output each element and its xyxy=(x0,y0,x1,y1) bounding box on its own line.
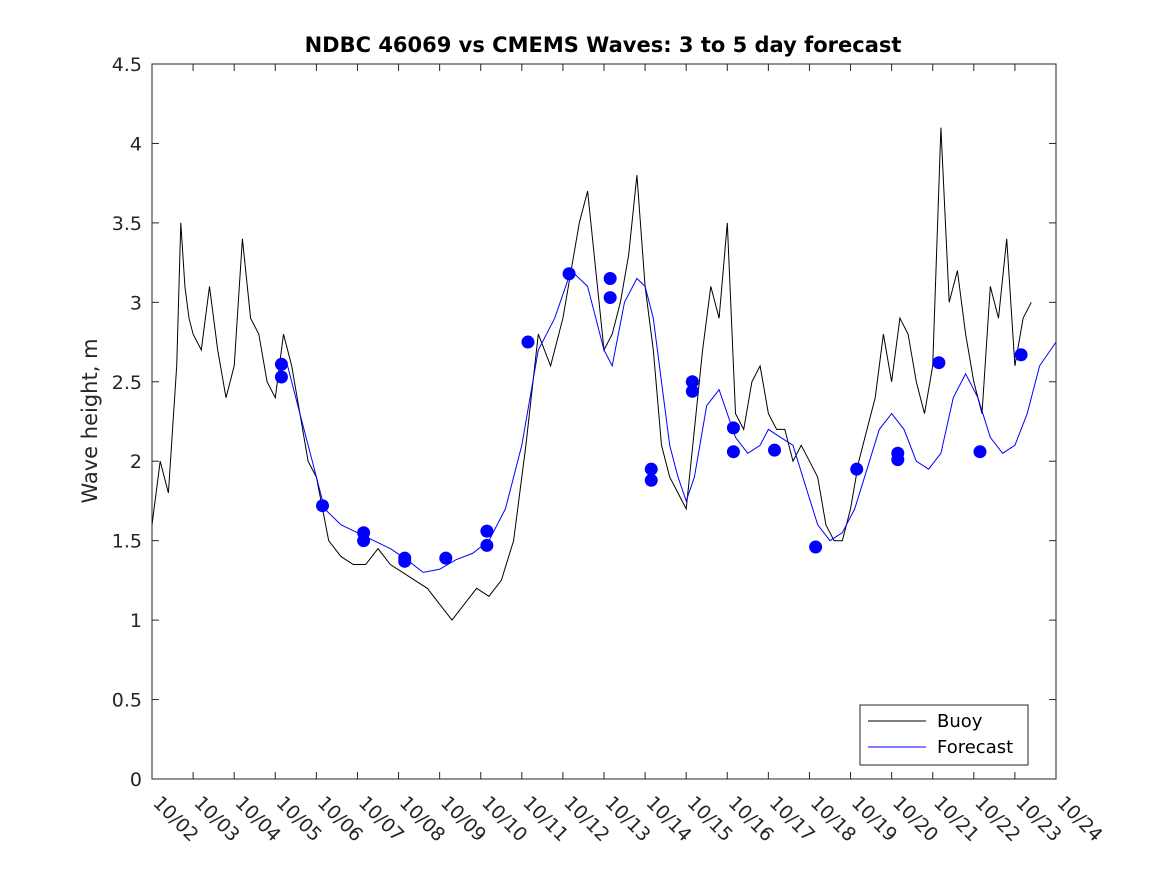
legend: Buoy Forecast xyxy=(859,704,1029,766)
legend-forecast-label: Forecast xyxy=(937,737,1013,758)
forecast-marker xyxy=(644,462,658,476)
x-tick-label: 10/20 xyxy=(888,792,942,846)
x-tick-label: 10/03 xyxy=(190,792,244,846)
x-tick-label: 10/02 xyxy=(148,792,202,846)
x-tick-label: 10/06 xyxy=(313,792,367,846)
forecast-marker xyxy=(1014,348,1028,362)
x-tick-label: 10/15 xyxy=(683,792,737,846)
x-tick-label: 10/05 xyxy=(272,792,326,846)
x-tick-label: 10/21 xyxy=(929,792,983,846)
x-tick-label: 10/11 xyxy=(518,792,572,846)
x-tick-label: 10/18 xyxy=(806,792,860,846)
x-tick-label: 10/09 xyxy=(436,792,490,846)
y-tick-label: 2 xyxy=(130,451,142,473)
legend-buoy-label: Buoy xyxy=(937,711,983,732)
forecast-marker xyxy=(685,384,699,398)
x-tick-label: 10/17 xyxy=(765,792,819,846)
x-tick-label: 10/16 xyxy=(724,792,778,846)
x-tick-label: 10/10 xyxy=(477,792,531,846)
forecast-marker xyxy=(932,356,946,370)
forecast-marker xyxy=(521,335,535,349)
forecast-marker xyxy=(274,370,288,384)
x-tick-label: 10/24 xyxy=(1052,792,1106,846)
plot-area xyxy=(151,63,1057,780)
forecast-marker xyxy=(726,421,740,435)
x-tick-label: 10/23 xyxy=(1011,792,1065,846)
x-tick-label: 10/08 xyxy=(395,792,449,846)
forecast-marker xyxy=(768,443,782,457)
y-tick-label: 1 xyxy=(130,610,142,632)
forecast-marker xyxy=(316,499,330,513)
y-tick-label: 2.5 xyxy=(112,372,142,394)
forecast-marker xyxy=(685,375,699,389)
y-tick-label: 4.5 xyxy=(112,54,142,76)
series-line-buoy xyxy=(151,127,1032,621)
x-tick-label: 10/22 xyxy=(970,792,1024,846)
y-tick-label: 1.5 xyxy=(112,531,142,553)
forecast-marker xyxy=(809,540,823,554)
legend-box xyxy=(859,704,1029,766)
x-tick-label: 10/13 xyxy=(600,792,654,846)
y-tick-label: 3.5 xyxy=(112,213,142,235)
y-tick-label: 3 xyxy=(130,292,142,314)
y-axis-label: Wave height, m xyxy=(78,338,102,503)
forecast-marker xyxy=(603,291,617,305)
forecast-marker xyxy=(891,453,905,467)
x-tick-label: 10/07 xyxy=(354,792,408,846)
forecast-marker xyxy=(439,551,453,565)
series-line-forecast xyxy=(275,269,1057,573)
x-tick-label: 10/14 xyxy=(642,792,696,846)
y-tick-label: 0 xyxy=(130,769,142,791)
forecast-marker xyxy=(357,534,371,548)
forecast-marker xyxy=(480,538,494,552)
forecast-marker xyxy=(398,554,412,568)
y-tick-label: 4 xyxy=(130,133,142,155)
forecast-marker xyxy=(644,473,658,487)
x-tick-label: 10/19 xyxy=(847,792,901,846)
x-tick-label: 10/04 xyxy=(231,792,285,846)
forecast-marker xyxy=(480,524,494,538)
x-tick-label: 10/12 xyxy=(559,792,613,846)
forecast-marker xyxy=(850,462,864,476)
forecast-marker xyxy=(726,445,740,459)
chart-title: NDBC 46069 vs CMEMS Waves: 3 to 5 day fo… xyxy=(305,33,902,57)
series-lines xyxy=(151,127,1057,621)
forecast-markers xyxy=(274,267,1028,568)
forecast-marker xyxy=(274,357,288,371)
y-tick-label: 0.5 xyxy=(112,690,142,712)
forecast-marker xyxy=(562,267,576,281)
forecast-marker xyxy=(973,445,987,459)
forecast-marker xyxy=(603,272,617,285)
